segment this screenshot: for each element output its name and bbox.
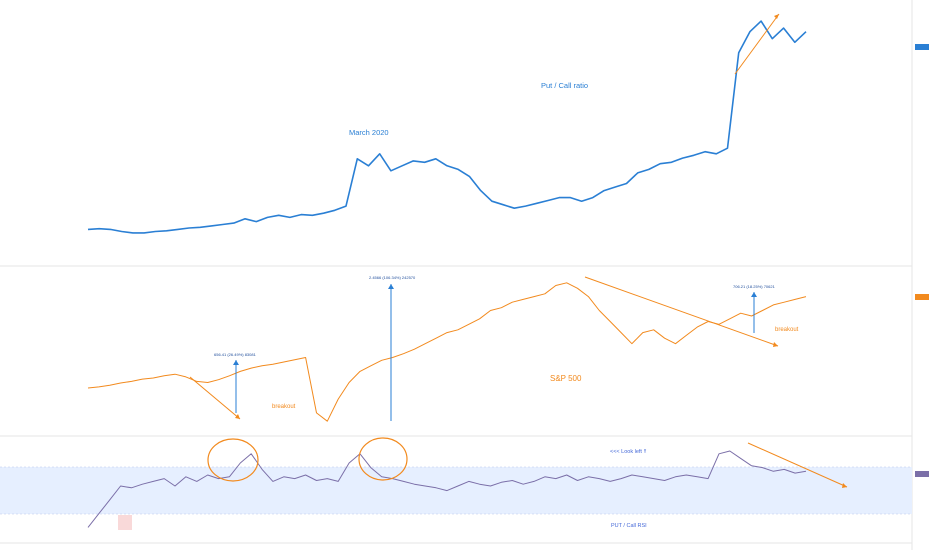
downtrend-arrow-right (584, 276, 779, 347)
circle-highlight-left (207, 438, 259, 482)
rsi-band (0, 467, 912, 514)
measure-arrow-1-head (233, 360, 239, 365)
breakout-label-right: breakout (775, 327, 799, 333)
trend-arrow-top (734, 13, 780, 75)
trend-arrow-top-head (774, 14, 779, 19)
put-call-ratio-line (87, 20, 807, 234)
look-left-label: <<< Look left !! (610, 449, 647, 455)
price-marker-top (915, 44, 929, 50)
breakout-label-left: breakout (272, 404, 296, 410)
put-call-rsi-label: PUT / Call RSI (611, 523, 647, 529)
rsi-line (87, 450, 807, 528)
sp500-label: S&P 500 (550, 374, 582, 383)
measure-label-1: 656.41 (26.49%) 83081 (214, 352, 257, 357)
rsi-downtrend-arrow-head (842, 483, 847, 488)
price-marker-bottom (915, 471, 929, 477)
circle-highlight-march (358, 437, 408, 481)
downtrend-arrow-right-head (773, 342, 778, 347)
put-call-ratio-label: Put / Call ratio (541, 81, 588, 90)
price-marker-middle (915, 294, 929, 300)
sp500-line (87, 282, 807, 422)
measure-arrow-2-head (388, 284, 394, 289)
measure-arrow-3-head (751, 292, 757, 297)
oversold-shade (118, 515, 132, 530)
measure-label-2: 2.4566 (106.34%) 242570 (369, 275, 416, 280)
rsi-downtrend-arrow (747, 442, 848, 488)
downtrend-arrow-left-head (235, 414, 240, 419)
measure-label-3: 706.21 (18.25%) 70621 (733, 284, 776, 289)
march-2020-label: March 2020 (349, 128, 389, 137)
downtrend-arrow-left (189, 376, 241, 420)
